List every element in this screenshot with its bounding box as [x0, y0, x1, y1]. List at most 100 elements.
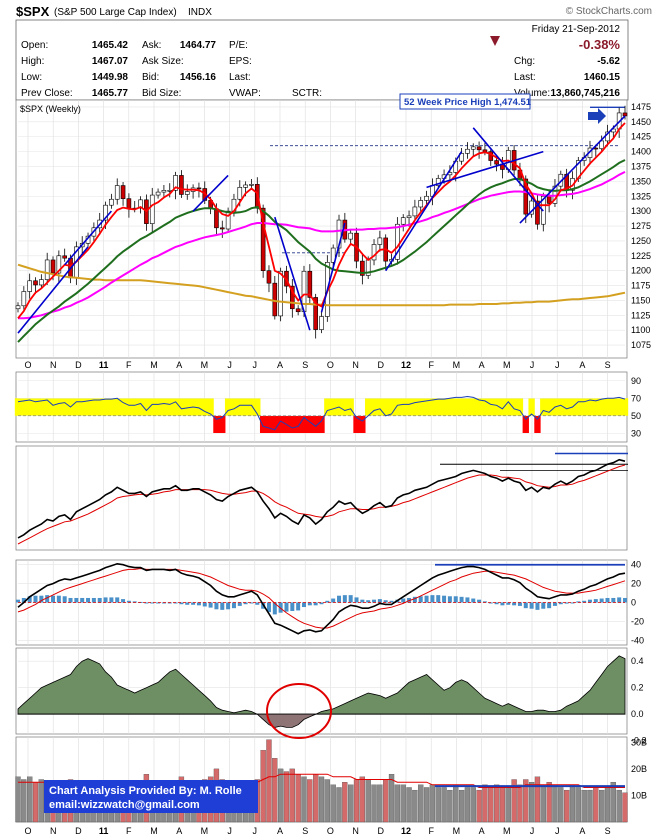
rsi-band [481, 398, 489, 416]
volume-bar [348, 784, 354, 823]
macd-histogram-bar [115, 597, 120, 603]
volume-bar [523, 779, 529, 823]
macd-tick-label: 0 [631, 598, 636, 608]
rsi-band [376, 398, 384, 416]
macd-histogram-bar [51, 595, 56, 603]
change-percent: -0.38% [579, 37, 621, 52]
candle [307, 270, 313, 298]
trend-line [17, 246, 89, 334]
month-label: F [126, 360, 132, 370]
macd-tick-label: -20 [631, 616, 644, 626]
rsi-band [388, 398, 395, 416]
macd-histogram-bar [465, 597, 470, 603]
macd-histogram-bar [348, 595, 353, 603]
month-label: M [453, 826, 461, 836]
volume-bar [429, 784, 436, 823]
candle [465, 148, 470, 154]
macd-tick-label: 20 [631, 579, 641, 589]
volume-bar [272, 758, 278, 823]
rsi-band [435, 398, 442, 416]
volume-bar [464, 787, 471, 823]
candle [173, 175, 178, 191]
price-tick-label: 1200 [631, 266, 651, 276]
cmf-tick-label: 0.2 [631, 683, 644, 693]
macd-histogram-bar [33, 595, 38, 603]
rsi-band [499, 398, 506, 416]
rsi-band [411, 398, 419, 416]
rsi-band [79, 398, 86, 416]
rsi-band [330, 398, 337, 416]
candle [435, 178, 441, 186]
macd-histogram-bar [523, 602, 528, 609]
month-label: S [605, 360, 611, 370]
candle [62, 255, 67, 259]
price-tick-label: 1300 [631, 206, 651, 216]
volume-bar [453, 784, 459, 823]
rsi-band [137, 398, 144, 416]
rsi-band [32, 398, 39, 416]
month-label: S [302, 360, 308, 370]
rsi-band [592, 398, 599, 416]
arrow-right-icon [588, 108, 606, 124]
month-label: 11 [99, 826, 109, 836]
macd-histogram-bar [360, 599, 365, 603]
month-label: A [479, 360, 485, 370]
volume-bar [318, 776, 325, 823]
month-label: J [530, 360, 535, 370]
price-high-label: 52 Week Price High 1,474.51 [404, 97, 532, 108]
volume-bar [406, 787, 412, 823]
rsi-band [353, 415, 360, 434]
candle [179, 175, 184, 195]
rsi-band [108, 398, 115, 416]
price-high-box [399, 93, 531, 110]
month-label: J [555, 360, 560, 370]
month-label: J [253, 826, 258, 836]
macd-histogram-bar [144, 602, 149, 604]
volume-bar [336, 787, 342, 823]
macd-histogram-bar [196, 602, 201, 606]
rsi-band [394, 398, 401, 416]
volume-bar [447, 789, 453, 823]
volume-bar [575, 787, 581, 823]
volume-bar [622, 792, 628, 823]
candle [15, 305, 21, 310]
volume-value: 13,860,745,216 [550, 88, 620, 99]
volume-bar [482, 784, 488, 823]
volume-bar [476, 789, 482, 823]
macd-histogram-bar [266, 602, 271, 613]
sctr-label: SCTR: [292, 88, 322, 99]
price-tick-label: 1275 [631, 221, 651, 231]
month-label: 12 [401, 826, 411, 836]
volume-bar [534, 776, 541, 823]
candle [418, 200, 424, 208]
rsi-band [44, 398, 51, 416]
macd-histogram-bar [401, 598, 406, 603]
volume-bar [528, 782, 535, 823]
macd-histogram-bar [623, 597, 627, 603]
rsi-band [166, 398, 173, 416]
quote-panel [15, 19, 629, 101]
x-axis: O N D 11 F M A M J J A S O N D 12 F M A M J J A S O N D 11 F M A M J J A S O… [24, 360, 610, 836]
price-tick-label: 1475 [631, 102, 651, 112]
rsi-band [429, 398, 436, 416]
month-label: M [201, 826, 209, 836]
rsi-band [586, 398, 594, 416]
rsi-band [382, 398, 389, 416]
candle [535, 200, 540, 225]
volume-bar [511, 779, 517, 823]
month-label: N [352, 360, 359, 370]
rsi-band [38, 398, 45, 416]
macd-histogram-bar [599, 598, 604, 603]
rsi-band [160, 398, 168, 416]
macd-histogram-bar [97, 597, 102, 603]
volume-bar [283, 771, 290, 823]
macd-tick-label: -40 [631, 635, 644, 645]
volume-bar [301, 776, 307, 823]
month-label: O [24, 826, 31, 836]
rsi-band [172, 398, 179, 416]
cmf-panel: 0.4 0.2 0.0 -0.2 [15, 647, 647, 746]
macd-histogram-bar [62, 596, 67, 603]
macd-histogram-bar [337, 595, 342, 603]
month-label: M [503, 360, 511, 370]
candle [371, 244, 377, 261]
